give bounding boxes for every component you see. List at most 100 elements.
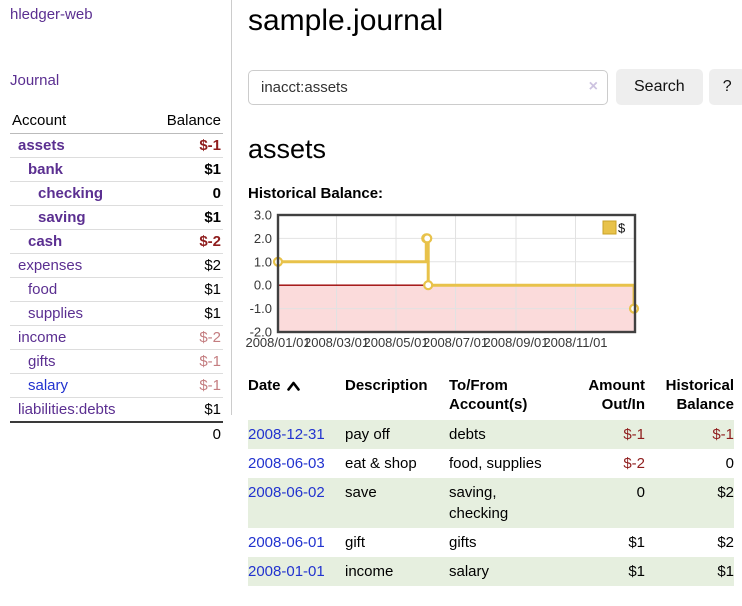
account-link[interactable]: assets <box>18 137 65 154</box>
svg-text:2008/05/01: 2008/05/01 <box>363 335 428 350</box>
accounts-total-row: 0 <box>10 421 223 446</box>
account-balance: $-1 <box>148 349 223 374</box>
account-row: supplies $1 <box>10 301 223 326</box>
account-balance: $-1 <box>199 137 221 154</box>
search-input[interactable] <box>248 69 608 105</box>
svg-text:-2.0: -2.0 <box>250 325 272 340</box>
accounts-table-body: assets $-1 bank $1 checking 0 saving $1 … <box>10 134 223 446</box>
transaction-description: gift <box>345 534 366 551</box>
account-link[interactable]: salary <box>28 377 69 394</box>
register-header-amount[interactable]: Amount Out/In <box>588 377 645 413</box>
account-link[interactable]: saving <box>38 209 86 226</box>
account-balance: $2 <box>148 253 223 278</box>
account-link[interactable]: checking <box>38 185 104 202</box>
account-balance: $1 <box>148 301 223 326</box>
account-row: checking 0 <box>10 181 223 206</box>
account-row: expenses $2 <box>10 253 223 278</box>
transaction-balance: $2 <box>645 478 734 528</box>
account-balance: $-2 <box>148 229 223 254</box>
main-content: sample.journal × Search ? assets Histori… <box>232 0 742 606</box>
historical-balance-chart: $3.0 2.0 1.0 0.0 -1.0 -2.0 2008/01/01 2008/03/0… <box>245 208 742 351</box>
accounts-total: 0 <box>148 421 223 446</box>
transaction-balance: $-1 <box>645 420 734 449</box>
register-header-description[interactable]: Description <box>345 377 428 394</box>
account-balance: 0 <box>148 181 223 206</box>
account-link[interactable]: bank <box>28 161 64 178</box>
help-button[interactable]: ? <box>708 69 742 105</box>
clear-search-icon[interactable]: × <box>588 77 598 95</box>
accounts-column-header: Account <box>10 109 149 134</box>
account-balance: $1 <box>148 205 223 230</box>
svg-text:2008/01/01: 2008/01/01 <box>245 335 310 350</box>
accounts-balance-table: Account Balance assets $-1 bank $1 check… <box>10 109 223 446</box>
transaction-date-link[interactable]: 2008-06-01 <box>248 534 325 551</box>
svg-text:3.0: 3.0 <box>254 208 272 223</box>
transaction-amount: $-2 <box>623 455 645 472</box>
register-header-date[interactable]: Date <box>248 374 345 420</box>
register-header-balance[interactable]: Historical Balance <box>665 377 734 413</box>
account-row: bank $1 <box>10 157 223 182</box>
account-link[interactable]: food <box>28 281 58 298</box>
transaction-row: 2008-06-02 save saving, checking 0 $2 <box>248 478 734 528</box>
transaction-row: 2008-06-03 eat & shop food, supplies $-2… <box>248 449 734 478</box>
app-brand: hledger-web <box>10 6 93 23</box>
transaction-date-link[interactable]: 2008-06-03 <box>248 455 325 472</box>
transaction-description: income <box>345 563 394 580</box>
search-button[interactable]: Search <box>616 69 703 105</box>
account-row: income $-2 <box>10 325 223 350</box>
sidebar-item-journal[interactable]: Journal <box>10 72 60 89</box>
svg-text:2008/07/01: 2008/07/01 <box>423 335 488 350</box>
account-row: salary $-1 <box>10 373 223 398</box>
svg-text:2008/11/01: 2008/11/01 <box>543 335 607 350</box>
transaction-balance: $1 <box>645 557 734 586</box>
account-row: liabilities:debts $1 <box>10 397 223 422</box>
transaction-accounts: gifts <box>449 534 477 551</box>
transaction-accounts: salary <box>449 563 490 580</box>
account-balance: $1 <box>148 157 223 182</box>
page-title: sample.journal <box>248 4 444 37</box>
transaction-amount: $-1 <box>583 420 645 449</box>
account-link[interactable]: expenses <box>18 257 83 274</box>
transaction-balance: $2 <box>717 534 734 551</box>
transaction-row: 2008-12-31 pay off debts $-1 $-1 <box>248 420 734 449</box>
transaction-description: eat & shop <box>345 455 417 472</box>
transaction-accounts: saving, checking <box>449 484 509 522</box>
register-header-accounts[interactable]: To/From Account(s) <box>449 377 528 413</box>
balance-column-header: Balance <box>148 109 223 134</box>
svg-text:2008/03/01: 2008/03/01 <box>304 335 369 350</box>
account-balance: $-1 <box>148 373 223 398</box>
account-row: cash $-2 <box>10 229 223 254</box>
transaction-balance: 0 <box>725 455 734 472</box>
svg-text:-1.0: -1.0 <box>250 301 272 316</box>
search-bar: × Search ? <box>248 69 742 105</box>
legend-swatch <box>602 220 617 235</box>
transaction-date-link[interactable]: 2008-12-31 <box>248 426 325 443</box>
transaction-description: pay off <box>345 426 390 443</box>
transaction-accounts: food, supplies <box>449 455 542 472</box>
transaction-row: 2008-01-01 income salary $1 $1 <box>248 557 734 586</box>
account-link[interactable]: cash <box>28 233 63 250</box>
sidebar: hledger-web Journal Account Balance asse… <box>0 0 232 446</box>
account-row: assets $-1 <box>10 134 223 158</box>
account-row: saving $1 <box>10 205 223 230</box>
account-balance: $-2 <box>148 325 223 350</box>
account-link[interactable]: gifts <box>28 353 56 370</box>
transaction-row: 2008-06-01 gift gifts $1 $2 <box>248 528 734 557</box>
account-heading: assets <box>248 134 327 164</box>
svg-text:2008/09/01: 2008/09/01 <box>483 335 548 350</box>
transaction-date-link[interactable]: 2008-06-02 <box>248 484 325 501</box>
account-row: food $1 <box>10 277 223 302</box>
chart-title: Historical Balance: <box>248 185 384 202</box>
transaction-amount: 0 <box>583 478 645 528</box>
account-link[interactable]: liabilities:debts <box>18 401 116 418</box>
svg-text:2.0: 2.0 <box>254 231 272 246</box>
transaction-date-link[interactable]: 2008-01-01 <box>248 563 325 580</box>
legend-label: $ <box>618 221 626 236</box>
transaction-amount: $1 <box>583 557 645 586</box>
account-link[interactable]: supplies <box>28 305 84 322</box>
transaction-amount: $1 <box>628 534 645 551</box>
account-balance: $1 <box>148 277 223 302</box>
register-table-body: 2008-12-31 pay off debts $-1 $-1 2008-06… <box>248 420 734 586</box>
account-link[interactable]: income <box>18 329 67 346</box>
